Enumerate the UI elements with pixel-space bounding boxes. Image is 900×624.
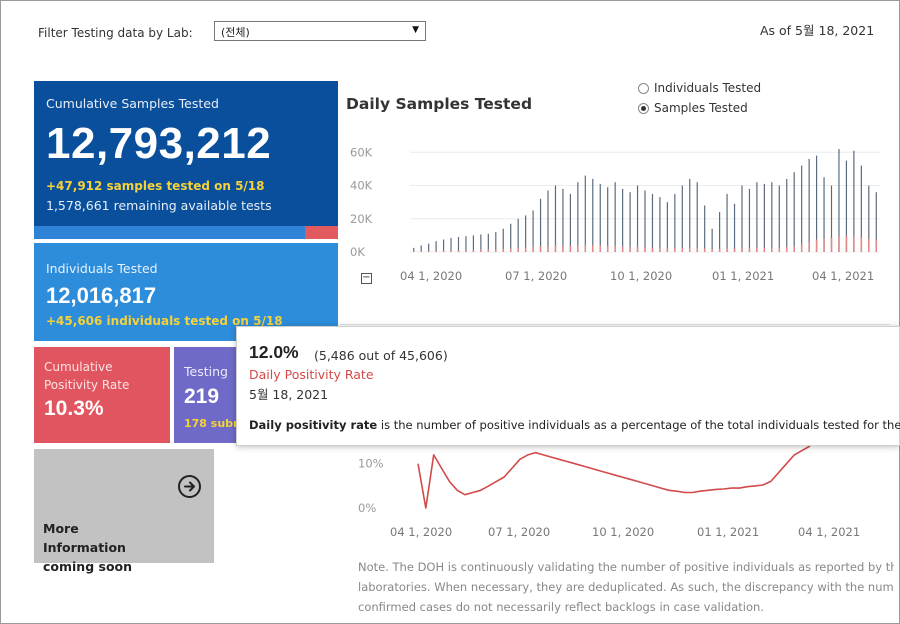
daily-positivity-chart: 10% 0% 04 1, 2020 07 1, 2020 10 1, 2020 01 1,… (358, 446, 860, 539)
footnote-line: Note. The DOH is continuously validating… (358, 560, 894, 574)
testing-labs-value: 219 (184, 385, 220, 408)
radio-samples[interactable]: Samples Tested (638, 98, 761, 118)
positivity-rate-card: Cumulative Positivity Rate 10.3% (34, 347, 170, 443)
chevron-down-icon: ▼ (412, 25, 419, 35)
footnote-line: laboratories. When necessary, they are d… (358, 580, 894, 594)
radio-individuals[interactable]: Individuals Tested (638, 78, 761, 98)
tooltip-note-term: Daily positivity rate (249, 418, 378, 432)
y-tick-label: 60K (350, 145, 373, 159)
positivity-rate-value: 10.3% (44, 397, 104, 420)
radio-samples-label[interactable]: Samples Tested (654, 101, 748, 115)
remaining-tests: 1,578,661 remaining available tests (46, 198, 272, 213)
x-tick-label: 04 1, 2020 (390, 525, 452, 539)
x-tick-label: 04 1, 2021 (798, 525, 860, 539)
tooltip-detail: (5,486 out of 45,606) (314, 348, 448, 363)
radio-circle-icon[interactable] (638, 82, 649, 94)
individuals-tested-value: 12,016,817 (46, 283, 157, 308)
cumulative-samples-card: Cumulative Samples Tested 12,793,212 +47… (34, 81, 338, 239)
tooltip-note: Daily positivity rate is the number of p… (249, 418, 900, 432)
tooltip-main-value: 12.0% (249, 342, 299, 362)
individuals-tested-label: Individuals Tested (46, 261, 158, 276)
y-tick-label: 20K (350, 212, 373, 226)
radio-circle-selected-icon[interactable] (638, 102, 649, 114)
positivity-line (417, 446, 811, 509)
cumulative-samples-value: 12,793,212 (46, 119, 272, 168)
more-information-card[interactable]: More Information coming soon (34, 449, 214, 574)
radio-individuals-label[interactable]: Individuals Tested (654, 81, 762, 95)
y-tick-label: 0% (358, 501, 376, 515)
x-tick-label: 10 1, 2020 (592, 525, 654, 539)
samples-tested-today: +47,912 samples tested on 5/18 (46, 179, 265, 193)
x-tick-label: 07 1, 2020 (488, 525, 550, 539)
x-tick-label: 10 1, 2020 (610, 269, 672, 283)
footnote-line: confirmed cases do not necessarily refle… (358, 600, 764, 614)
positivity-rate-label: Cumulative Positivity Rate (44, 360, 130, 392)
y-tick-label: 10% (358, 457, 384, 471)
individuals-tested-card: Individuals Tested 12,016,817 +45,606 in… (34, 243, 338, 341)
cumulative-samples-label: Cumulative Samples Tested (46, 96, 219, 111)
x-tick-label: 01 1, 2021 (712, 269, 774, 283)
x-tick-label: 04 1, 2021 (812, 269, 874, 283)
daily-samples-chart: 60K 40K 20K 0K 04 1, 2020 07 1, 2020 10 1, 202… (350, 145, 880, 283)
footnote: Note. The DOH is continuously validating… (358, 557, 894, 617)
tooltip-date: 5월 18, 2021 (249, 387, 329, 402)
testing-labs-sub: 178 subm (184, 417, 244, 430)
individuals-tested-today: +45,606 individuals tested on 5/18 (46, 314, 283, 328)
x-tick-label: 01 1, 2021 (697, 525, 759, 539)
lab-filter-selected: (전체) (221, 26, 250, 39)
chart-divider (340, 324, 890, 325)
arrow-circle-right-icon[interactable] (178, 475, 201, 498)
daily-samples-chart-title: Daily Samples Tested (346, 95, 533, 113)
more-information-label: More Information coming soon (43, 521, 133, 574)
tests-remaining-fill (304, 226, 338, 239)
filter-label: Filter Testing data by Lab: (38, 26, 193, 40)
x-tick-label: 04 1, 2020 (400, 269, 462, 283)
tests-capacity-bar (34, 226, 338, 239)
as-of-date: As of 5월 18, 2021 (760, 23, 875, 38)
tooltip-metric: Daily Positivity Rate (249, 367, 374, 382)
testing-labs-label: Testing (184, 364, 228, 379)
x-tick-label: 07 1, 2020 (505, 269, 567, 283)
metric-radio-group: Individuals Tested Samples Tested (638, 78, 761, 118)
y-tick-label: 40K (350, 179, 373, 193)
y-tick-label: 0K (350, 245, 365, 259)
lab-filter-dropdown[interactable]: (전체) ▼ (214, 21, 426, 41)
positivity-tooltip: 12.0% (5,486 out of 45,606) Daily Positi… (236, 326, 900, 446)
testing-labs-card: Testing 219 178 subm (174, 347, 244, 443)
tooltip-note-text: is the number of positive individuals as… (377, 418, 900, 432)
collapse-minus-icon[interactable]: − (361, 272, 372, 284)
